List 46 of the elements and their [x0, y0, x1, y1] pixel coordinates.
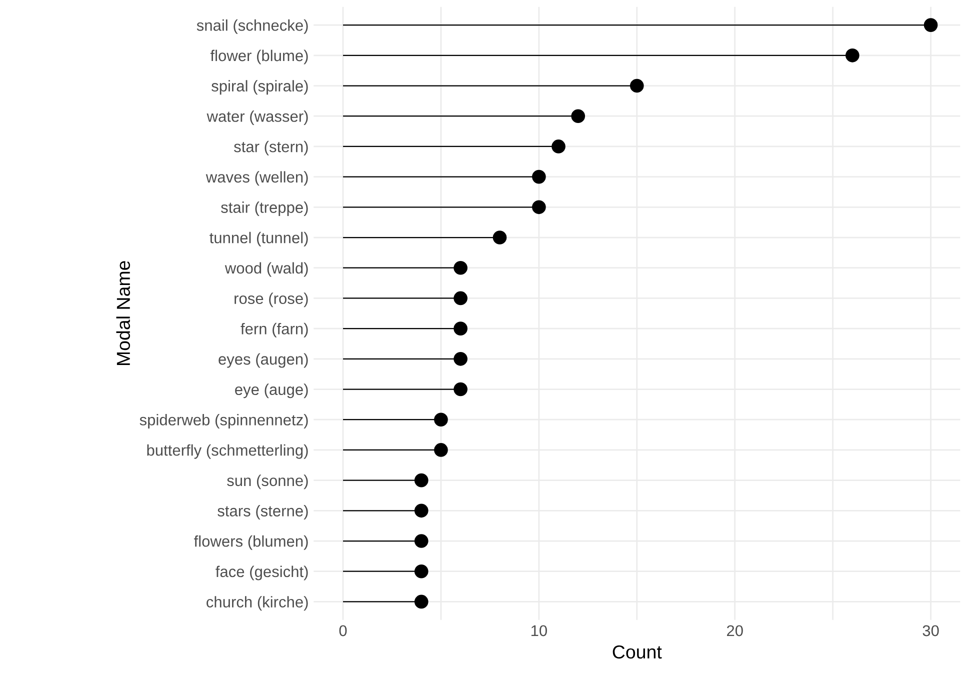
point — [414, 594, 428, 609]
y-tick-label: tunnel (tunnel) — [210, 232, 308, 246]
point — [454, 291, 468, 306]
point — [414, 534, 428, 548]
y-tick-label: eyes (augen) — [218, 353, 308, 368]
y-tick-label: fern (farn) — [240, 322, 308, 338]
point — [571, 109, 586, 124]
y-tick-label: spiral (spirale) — [212, 80, 308, 95]
y-tick-label: eye (auge) — [235, 384, 308, 398]
point — [434, 412, 448, 427]
y-tick-label: rose (rose) — [234, 292, 308, 308]
x-tick-label: 0 — [339, 625, 347, 636]
point — [532, 170, 546, 184]
y-tick-label: stair (treppe) — [221, 202, 308, 216]
x-tick-label: 20 — [726, 625, 743, 636]
point — [414, 564, 428, 578]
y-tick-label: snail (schnecke) — [196, 19, 308, 34]
y-tick-label: sun (sonne) — [227, 474, 308, 490]
y-tick-label: stars (sterne) — [218, 505, 308, 520]
point — [414, 473, 428, 488]
x-tick-label: 30 — [922, 625, 939, 636]
point — [454, 260, 468, 275]
y-tick-label: water (wasser) — [206, 110, 308, 125]
y-tick-label: spiderweb (spinnennetz) — [140, 414, 308, 428]
y-tick-label: wood (wald) — [224, 262, 308, 277]
point — [414, 504, 428, 518]
y-tick-label: flower (blume) — [210, 50, 308, 64]
y-tick-label: waves (wellen) — [206, 171, 308, 186]
y-tick-label: butterfly (schmetterling) — [147, 444, 308, 459]
point — [434, 443, 448, 457]
point — [492, 230, 507, 244]
y-tick-label: star (stern) — [234, 140, 308, 156]
point — [454, 382, 468, 396]
point — [846, 48, 860, 62]
point — [924, 18, 938, 32]
y-tick-label: flowers (blumen) — [194, 535, 308, 550]
x-axis-title: Count — [612, 645, 662, 659]
y-tick-label: church (kirche) — [206, 596, 308, 611]
point — [630, 78, 644, 93]
point — [532, 200, 546, 214]
y-tick-label: face (gesicht) — [216, 566, 308, 580]
point — [552, 140, 566, 154]
x-tick-label: 10 — [531, 625, 547, 636]
point — [454, 322, 468, 336]
point — [454, 352, 468, 366]
y-axis-title: Modal Name — [116, 261, 130, 365]
